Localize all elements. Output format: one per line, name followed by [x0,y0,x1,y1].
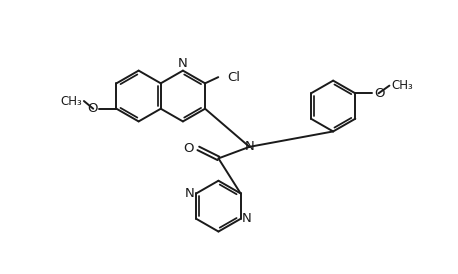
Text: CH₃: CH₃ [60,95,82,107]
Text: N: N [242,212,252,225]
Text: N: N [245,140,254,153]
Text: N: N [185,187,195,200]
Text: O: O [374,87,384,100]
Text: O: O [183,142,194,155]
Text: O: O [87,102,98,115]
Text: CH₃: CH₃ [391,79,413,92]
Text: Cl: Cl [227,71,240,84]
Text: N: N [178,57,188,70]
